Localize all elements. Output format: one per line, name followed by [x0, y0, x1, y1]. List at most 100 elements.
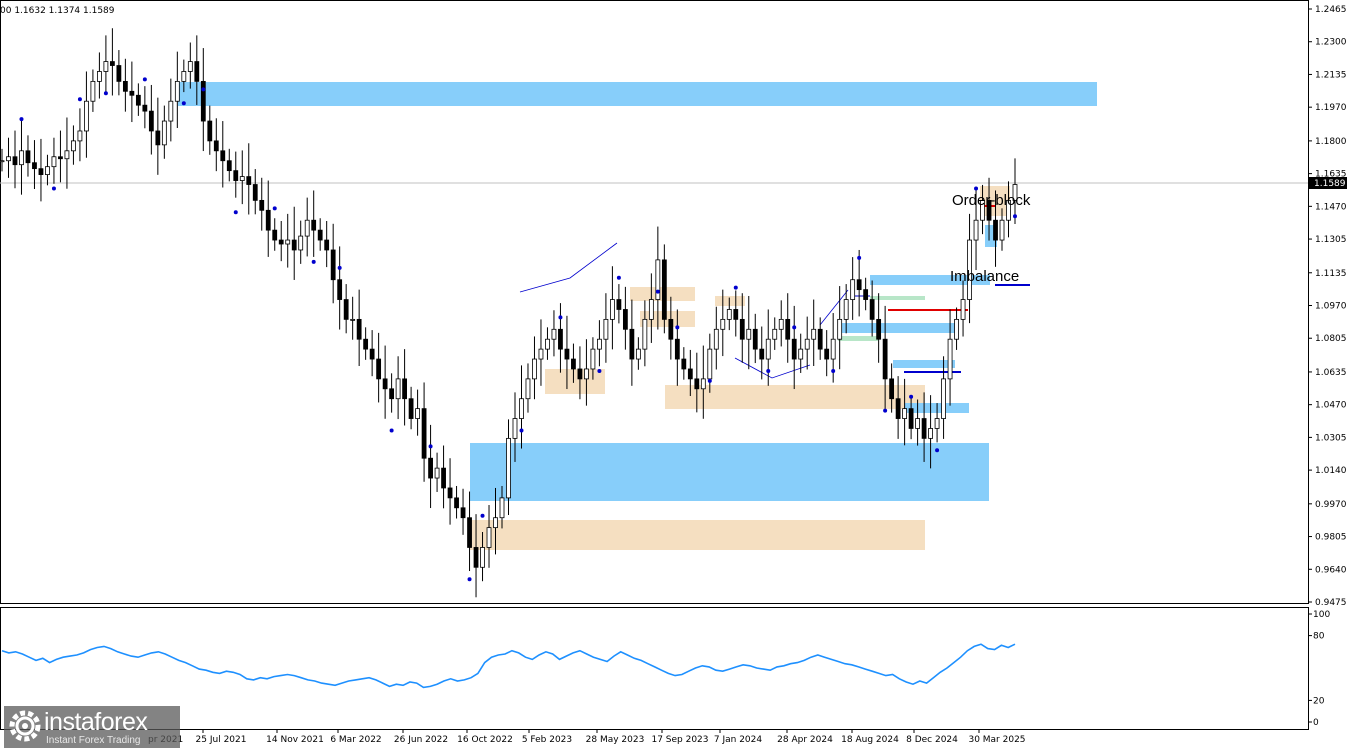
- candle-body: [454, 497, 459, 509]
- candle-body: [447, 487, 453, 499]
- candle-body: [116, 65, 122, 82]
- brand-watermark: instaforex Instant Forex Trading: [4, 706, 180, 748]
- y-tick-label: 1.0470: [1315, 401, 1347, 411]
- candle-body: [226, 160, 232, 172]
- swing-marker: [616, 275, 621, 280]
- candle-body: [337, 279, 343, 300]
- candle-body: [213, 140, 219, 152]
- candle-body: [519, 398, 524, 419]
- candle-body: [726, 309, 732, 320]
- candle-body: [467, 517, 472, 548]
- candle-body: [564, 348, 570, 360]
- candle-body: [317, 229, 323, 241]
- candle-body: [71, 140, 76, 152]
- candle-body: [434, 467, 440, 479]
- candle-body: [1006, 199, 1011, 221]
- candle-body: [233, 170, 239, 181]
- beige-zone-upper-2: [640, 311, 695, 327]
- swing-marker: [201, 87, 206, 92]
- candle-body: [681, 358, 687, 370]
- y-tick-label: 0.9805: [1315, 533, 1347, 543]
- main-pane-frame: [0, 0, 1309, 604]
- pattern-line-3: [819, 289, 849, 326]
- candle-body: [597, 338, 602, 350]
- candle-body: [707, 348, 713, 380]
- candle-body: [122, 80, 128, 92]
- candle-body: [928, 428, 933, 439]
- y-tick-label: 1.1470: [1315, 202, 1347, 212]
- x-label: 28 Apr 2024: [777, 735, 833, 745]
- candle-body: [441, 467, 446, 489]
- candle-body: [51, 156, 57, 168]
- candle-body: [84, 100, 89, 132]
- swing-marker: [597, 368, 602, 373]
- candle-body: [499, 497, 505, 519]
- y-tick-label: 1.0805: [1315, 334, 1347, 344]
- candle-body: [246, 176, 252, 185]
- candle-body: [6, 156, 11, 162]
- candle-body: [77, 130, 83, 142]
- candle-body: [272, 229, 278, 241]
- swing-marker: [792, 325, 797, 330]
- swing-marker: [909, 394, 914, 399]
- candle-body: [356, 318, 362, 340]
- candle-body: [856, 279, 862, 291]
- swing-marker: [103, 91, 108, 96]
- candle-body: [635, 348, 641, 360]
- beige-zone-bottom: [470, 520, 925, 550]
- y-tick-label: 0.9475: [1315, 598, 1347, 608]
- candle-body: [934, 418, 940, 429]
- candle-body: [947, 338, 953, 380]
- candle-body: [655, 259, 661, 300]
- y-tick-label: 1.2135: [1315, 70, 1347, 80]
- candle-body: [369, 348, 375, 360]
- candle-body: [506, 437, 511, 499]
- swing-marker: [1013, 214, 1017, 219]
- candle-body: [668, 318, 674, 340]
- swing-marker: [974, 186, 979, 191]
- candle-body: [174, 80, 180, 102]
- candle-body: [960, 299, 966, 320]
- candle-body: [876, 318, 882, 340]
- rsi-tick-label: 0: [1313, 718, 1319, 728]
- y-tick-label: 1.1135: [1315, 269, 1347, 279]
- candle-body: [252, 184, 258, 201]
- candle-body: [324, 239, 330, 251]
- candle-body: [239, 176, 245, 181]
- candle-body: [304, 219, 310, 237]
- y-tick-label: 1.0140: [1315, 466, 1347, 476]
- candle-body: [538, 348, 544, 360]
- pattern-line-2: [734, 357, 811, 379]
- beige-zone-order-block: [980, 186, 1010, 216]
- swing-marker: [142, 77, 147, 82]
- candle-body: [798, 348, 804, 360]
- candle-body: [525, 378, 531, 400]
- y-tick-label: 0.9970: [1315, 500, 1347, 510]
- x-label: 30 Mar 2025: [968, 735, 1025, 745]
- candle-body: [609, 299, 615, 320]
- candle-body: [993, 219, 998, 241]
- candle-body: [837, 318, 843, 340]
- candle-body: [421, 408, 427, 459]
- swing-marker: [480, 513, 485, 518]
- swing-marker: [51, 186, 56, 191]
- candle-body: [64, 150, 70, 160]
- candle-body: [661, 259, 667, 320]
- candle-body: [58, 156, 63, 160]
- rsi-pane-frame: [0, 607, 1309, 730]
- swing-marker: [467, 577, 472, 582]
- swing-marker: [181, 101, 186, 106]
- candle-body: [694, 378, 700, 390]
- blue-zone-3: [893, 360, 955, 368]
- candle-body: [967, 239, 972, 300]
- candle-body: [791, 338, 797, 360]
- candle-body: [382, 378, 388, 390]
- candle-body: [12, 156, 18, 166]
- swing-marker: [19, 117, 24, 122]
- candle-body: [811, 328, 817, 340]
- x-label: 5 Feb 2023: [522, 735, 572, 745]
- y-tick-label: 1.1305: [1315, 235, 1347, 245]
- candle-body: [493, 517, 498, 529]
- candle-body: [915, 418, 920, 429]
